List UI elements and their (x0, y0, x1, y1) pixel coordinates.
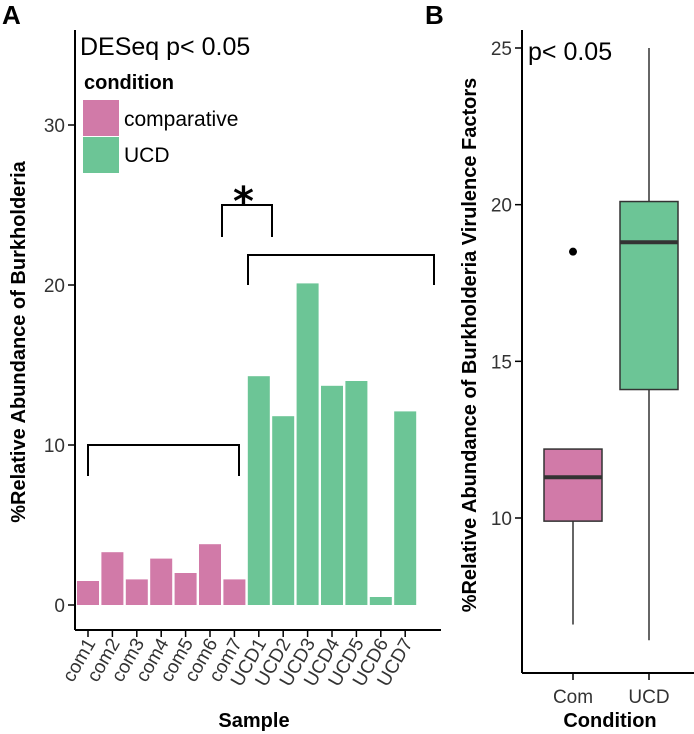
outlier-point-com (569, 247, 577, 256)
bar-com1 (77, 581, 99, 605)
comparative-group-bracket (87, 444, 240, 476)
bar-com6 (199, 544, 221, 605)
y-tick-label-20: 20 (44, 276, 65, 297)
bar-com3 (125, 579, 148, 605)
box-ucd (619, 48, 679, 641)
ucd-group-bracket (247, 254, 435, 285)
x-tick-label-b-ucd: UCD (628, 687, 669, 708)
legend-label-comparative: comparative (124, 108, 238, 131)
bar-com7 (223, 579, 246, 605)
x-axis-title-b: Condition (563, 710, 656, 732)
panel-b-letter: B (425, 0, 444, 30)
box-com (543, 247, 603, 625)
bar-ucd1 (247, 376, 270, 605)
panel-b-box-plot: p< 0.05 %Relative Abundance of Burkholde… (459, 30, 694, 732)
legend-swatch-ucd (83, 137, 119, 173)
significance-bracket (221, 204, 273, 237)
legend-label-ucd: UCD (124, 144, 170, 167)
bar-com5 (174, 573, 197, 605)
bar-com4 (150, 558, 173, 605)
y-axis-title-b: %Relative Abundance of Burkholderia Viru… (459, 78, 481, 613)
legend-swatch-comparative (83, 100, 119, 136)
y-tick-label-b-10: 10 (491, 509, 512, 530)
bar-ucd5 (345, 381, 368, 605)
panel-a-bar-chart: DESeq p< 0.05 %Relative Abundance of Bur… (8, 30, 441, 732)
bar-ucd2 (272, 416, 295, 605)
y-axis-title: %Relative Abundance of Burkholderia (8, 160, 30, 522)
y-tick-label-b-15: 15 (491, 352, 512, 373)
x-tick-label-b-com: Com (553, 687, 593, 708)
box-iqr-ucd (619, 200, 679, 391)
bar-ucd6 (369, 597, 392, 605)
bar-ucd7 (394, 411, 417, 605)
bar-com2 (101, 552, 124, 605)
y-tick-label-10: 10 (44, 436, 65, 457)
y-tick-label-30: 30 (44, 116, 65, 137)
pvalue-annotation: p< 0.05 (528, 38, 612, 66)
y-tick-label-b-25: 25 (491, 39, 512, 60)
bar-ucd4 (321, 385, 343, 605)
box-iqr-com (543, 448, 603, 522)
panel-a-letter: A (2, 0, 21, 30)
y-tick-label-0: 0 (54, 596, 65, 617)
significance-star: * (233, 179, 254, 225)
x-axis-title: Sample (218, 710, 289, 732)
bar-ucd3 (296, 283, 319, 605)
legend: condition comparative UCD (83, 72, 238, 173)
deseq-annotation: DESeq p< 0.05 (80, 33, 250, 61)
y-tick-label-b-20: 20 (491, 196, 512, 217)
legend-title: condition (84, 72, 174, 94)
